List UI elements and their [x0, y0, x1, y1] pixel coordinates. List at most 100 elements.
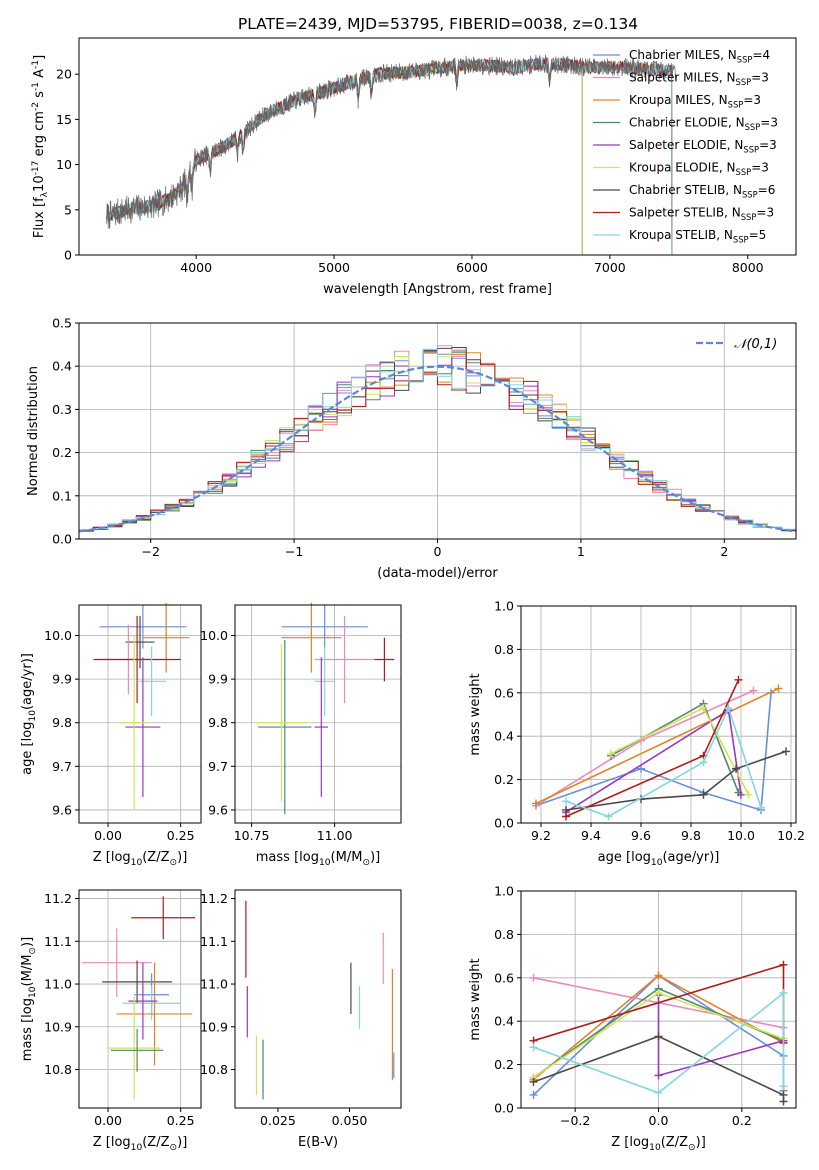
y-tick-label: 10 [56, 157, 72, 172]
spectrum-legend: Chabrier MILES, NSSP​=4 Salpeter MILES, N… [593, 48, 778, 245]
y-tick-label: 0.3 [52, 402, 72, 417]
y-axis-label: mass weight [468, 673, 483, 755]
weight-marker [654, 988, 663, 997]
weight-marker [757, 803, 765, 812]
y-tick-label: 0.6 [494, 970, 514, 985]
y-tick-label: 10.9 [44, 1019, 72, 1034]
x-tick-label: 11.00 [317, 828, 353, 843]
y-tick-label: 11.1 [200, 934, 228, 949]
legend-label: Kroupa STELIB, NSSP​=5 [629, 228, 766, 245]
panel-spectrum: 4000 5000 6000 7000 8000 0 5 10 15 20 wavelength [… [31, 37, 797, 297]
y-axis-label: Flux [fλ​10-17​ erg cm-2​ s-1​ A-1​] [31, 55, 50, 238]
x-tick-label: 0.025 [260, 1113, 296, 1128]
weight-marker [529, 1077, 538, 1086]
y-tick-label: 10.0 [200, 628, 228, 643]
y-tick-label: 0.0 [52, 532, 72, 547]
weight-series-6 [607, 703, 753, 799]
x-tick-label: 4000 [180, 260, 212, 275]
x-tick-label: −2 [141, 544, 159, 559]
legend-label: Salpeter ELODIE, NSSP​=3 [629, 138, 777, 155]
weight-marker [529, 973, 538, 982]
panel-ebv_mass: 0.025 0.050 10.8 10.9 11.0 11.1 11.2 E(B-V) [200, 889, 402, 1150]
plot-frame [234, 889, 402, 1109]
weight-series-9 [562, 703, 765, 821]
y-tick-label: 0.6 [494, 685, 514, 700]
y-tick-label: 0.2 [494, 772, 514, 787]
data-point [142, 602, 190, 673]
x-tick-label: 0.00 [94, 1113, 122, 1128]
weight-series-7 [529, 1032, 788, 1106]
weight-marker [654, 1088, 663, 1097]
figure-title: PLATE=2439, MJD=53795, FIBERID=0038, z=0… [238, 15, 638, 33]
x-axis-label: Z [log10​(Z/Z⊙​)] [611, 1135, 706, 1153]
panel-z_weight: −0.2 0.0 0.2 0.0 0.2 0.4 0.6 0.8 1.0 Z [log10​(Z/… [468, 884, 797, 1153]
x-tick-label: 9.4 [581, 828, 601, 843]
data-point [131, 896, 196, 940]
y-tick-label: 0.0 [494, 1101, 514, 1116]
y-axis-label: mass [log10​(M/M⊙​)] [20, 937, 38, 1061]
x-axis-label: mass [log10​(M/M⊙​)] [256, 850, 380, 868]
x-tick-label: 0 [434, 544, 442, 559]
y-tick-label: 0.4 [494, 1014, 514, 1029]
legend-label: Chabrier STELIB, NSSP​=6 [629, 183, 775, 200]
x-axis-label: age [log10​(age/yr)] [598, 850, 720, 868]
data-point [374, 637, 395, 682]
y-tick-label: 9.6 [208, 802, 228, 817]
data-point [99, 605, 187, 649]
y-tick-label: 20 [56, 67, 72, 82]
y-tick-label: 9.9 [208, 672, 228, 687]
plot-frame [520, 605, 797, 824]
x-axis-label: Z [log10​(Z/Z⊙​)] [93, 850, 188, 868]
y-tick-label: 0.2 [494, 1057, 514, 1072]
y-tick-label: 0.8 [494, 927, 514, 942]
y-tick-label: 10.8 [200, 1062, 228, 1077]
weight-marker [779, 960, 788, 969]
x-tick-label: 9.2 [531, 828, 551, 843]
y-tick-label: 1.0 [494, 599, 514, 614]
y-tick-label: 15 [56, 112, 72, 127]
x-axis-label: Z [log10​(Z/Z⊙​)] [93, 1135, 188, 1153]
weight-marker [562, 812, 570, 821]
weight-marker [779, 988, 788, 997]
y-tick-label: 11.0 [200, 977, 228, 992]
x-tick-label: 6000 [456, 260, 488, 275]
y-tick-label: 9.7 [208, 759, 228, 774]
y-tick-label: 10.8 [44, 1062, 72, 1077]
panel-mass_age: 10.75 11.00 9.6 9.7 9.8 9.9 10.0 mass [log10​(M… [200, 602, 402, 868]
y-tick-label: 0.2 [52, 445, 72, 460]
weight-marker [562, 797, 570, 806]
weight-marker [604, 812, 613, 821]
weight-series-7 [562, 747, 790, 814]
y-tick-label: 9.8 [52, 715, 72, 730]
y-axis-label: Normed distribution [26, 366, 41, 496]
weight-marker [779, 1097, 788, 1106]
data-point [93, 615, 181, 704]
data-point [102, 960, 172, 1004]
plot-frame [78, 889, 202, 1109]
data-point [128, 962, 158, 1040]
weight-series-8 [562, 675, 743, 821]
panel-residuals: −2 −1 0 1 2 0.0 0.1 0.2 0.3 0.4 0.5 (data-model)/er… [26, 316, 797, 581]
x-tick-label: 5000 [318, 260, 350, 275]
weight-line [535, 687, 779, 805]
panel-z_age: 0.00 0.25 9.6 9.7 9.8 9.9 10.0 Z [log10​(Z/Z⊙​)… [20, 602, 202, 868]
weight-marker [607, 749, 615, 758]
x-tick-label: 9.8 [681, 828, 701, 843]
y-tick-label: 9.9 [52, 672, 72, 687]
gaussian-curve [79, 365, 796, 533]
y-tick-label: 11.1 [44, 934, 72, 949]
x-tick-label: 0.00 [94, 828, 122, 843]
y-tick-label: 5 [64, 202, 72, 217]
weight-marker [732, 764, 740, 773]
y-tick-label: 9.8 [208, 715, 228, 730]
y-tick-label: 0.4 [494, 729, 514, 744]
weight-marker [749, 686, 758, 695]
x-axis-label: wavelength [Angstrom, rest frame] [323, 282, 552, 297]
x-tick-label: 0.25 [167, 828, 195, 843]
weight-marker [699, 703, 708, 712]
y-tick-label: 11.2 [44, 891, 72, 906]
weight-marker [637, 764, 645, 773]
weight-marker [529, 1090, 538, 1099]
